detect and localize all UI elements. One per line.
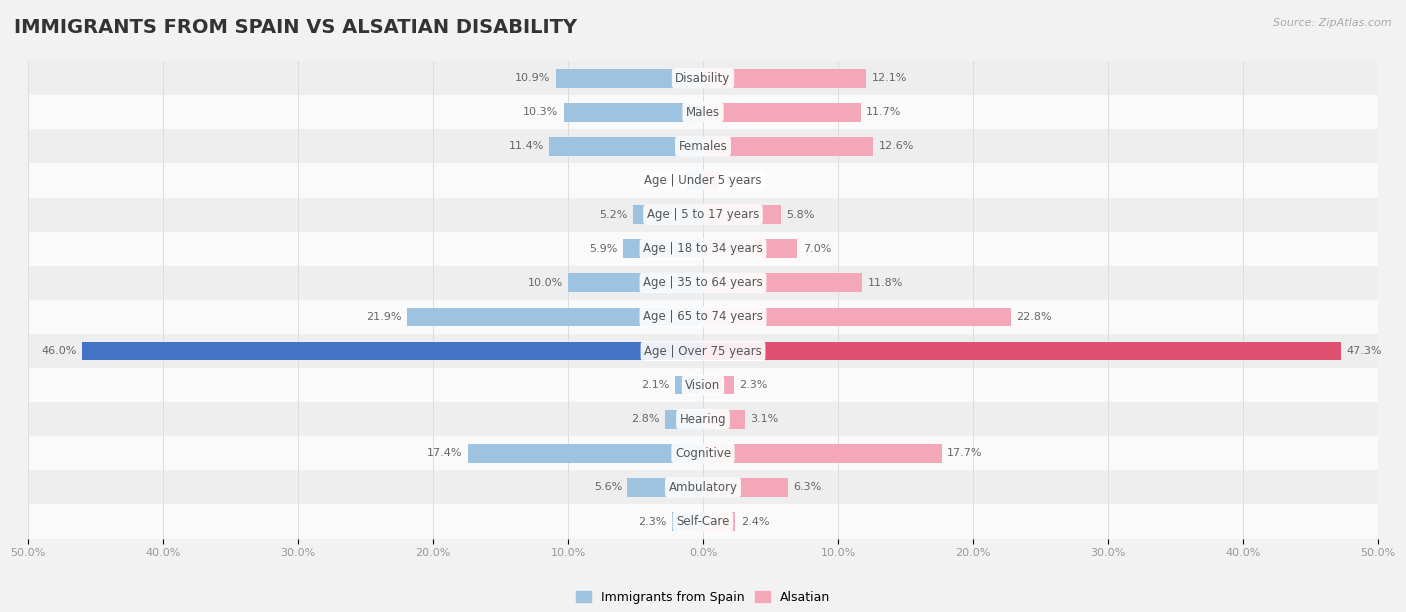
Bar <box>555 69 703 88</box>
Bar <box>703 205 782 224</box>
Text: Cognitive: Cognitive <box>675 447 731 460</box>
Bar <box>672 512 703 531</box>
Bar <box>703 341 1341 360</box>
Bar <box>28 61 1378 95</box>
Text: 10.0%: 10.0% <box>527 278 562 288</box>
Text: 2.4%: 2.4% <box>741 517 769 526</box>
Text: Self-Care: Self-Care <box>676 515 730 528</box>
Bar <box>28 368 1378 402</box>
Text: Females: Females <box>679 140 727 153</box>
Text: Age | 35 to 64 years: Age | 35 to 64 years <box>643 277 763 289</box>
Bar <box>550 137 703 156</box>
Text: 11.7%: 11.7% <box>866 107 901 118</box>
Text: IMMIGRANTS FROM SPAIN VS ALSATIAN DISABILITY: IMMIGRANTS FROM SPAIN VS ALSATIAN DISABI… <box>14 18 578 37</box>
Text: 2.1%: 2.1% <box>641 380 669 390</box>
Text: 5.2%: 5.2% <box>599 210 627 220</box>
Text: 5.6%: 5.6% <box>593 482 621 493</box>
Bar <box>28 95 1378 129</box>
Text: 2.3%: 2.3% <box>638 517 666 526</box>
Text: Source: ZipAtlas.com: Source: ZipAtlas.com <box>1274 18 1392 28</box>
Bar <box>703 512 735 531</box>
Bar <box>703 410 745 428</box>
Bar <box>468 444 703 463</box>
Text: Age | 18 to 34 years: Age | 18 to 34 years <box>643 242 763 255</box>
Bar <box>28 163 1378 198</box>
Bar <box>627 478 703 497</box>
Text: 3.1%: 3.1% <box>751 414 779 424</box>
Bar <box>703 171 720 190</box>
Text: 17.4%: 17.4% <box>427 449 463 458</box>
Bar <box>28 266 1378 300</box>
Bar <box>623 239 703 258</box>
Text: 5.9%: 5.9% <box>589 244 619 254</box>
Text: Hearing: Hearing <box>679 412 727 426</box>
Text: Vision: Vision <box>685 379 721 392</box>
Bar <box>665 410 703 428</box>
Text: 7.0%: 7.0% <box>803 244 831 254</box>
Text: 22.8%: 22.8% <box>1017 312 1052 322</box>
Text: 12.1%: 12.1% <box>872 73 907 83</box>
Bar <box>28 300 1378 334</box>
Bar <box>28 232 1378 266</box>
Bar <box>703 274 862 292</box>
Bar <box>28 334 1378 368</box>
Text: 2.8%: 2.8% <box>631 414 659 424</box>
Bar <box>408 308 703 326</box>
Bar <box>82 341 703 360</box>
Text: 5.8%: 5.8% <box>787 210 815 220</box>
Bar <box>28 471 1378 504</box>
Text: Ambulatory: Ambulatory <box>668 481 738 494</box>
Text: 11.8%: 11.8% <box>868 278 903 288</box>
Text: 17.7%: 17.7% <box>948 449 983 458</box>
Bar <box>703 308 1011 326</box>
Text: 6.3%: 6.3% <box>793 482 821 493</box>
Bar <box>703 239 797 258</box>
Legend: Immigrants from Spain, Alsatian: Immigrants from Spain, Alsatian <box>571 586 835 609</box>
Text: 10.9%: 10.9% <box>515 73 551 83</box>
Text: Disability: Disability <box>675 72 731 84</box>
Text: 12.6%: 12.6% <box>879 141 914 151</box>
Bar <box>28 504 1378 539</box>
Bar <box>568 274 703 292</box>
Text: 1.2%: 1.2% <box>652 176 682 185</box>
Bar <box>28 402 1378 436</box>
Bar <box>675 376 703 395</box>
Bar <box>28 436 1378 471</box>
Bar <box>28 198 1378 232</box>
Bar <box>633 205 703 224</box>
Text: 10.3%: 10.3% <box>523 107 558 118</box>
Bar <box>564 103 703 122</box>
Text: 47.3%: 47.3% <box>1347 346 1382 356</box>
Text: 2.3%: 2.3% <box>740 380 768 390</box>
Bar <box>703 444 942 463</box>
Text: Age | Under 5 years: Age | Under 5 years <box>644 174 762 187</box>
Text: 1.2%: 1.2% <box>724 176 754 185</box>
Text: Males: Males <box>686 106 720 119</box>
Bar <box>28 129 1378 163</box>
Bar <box>703 103 860 122</box>
Text: Age | 5 to 17 years: Age | 5 to 17 years <box>647 208 759 221</box>
Bar <box>703 376 734 395</box>
Bar <box>703 478 787 497</box>
Text: 46.0%: 46.0% <box>41 346 77 356</box>
Text: 21.9%: 21.9% <box>367 312 402 322</box>
Bar <box>686 171 703 190</box>
Text: 11.4%: 11.4% <box>509 141 544 151</box>
Text: Age | 65 to 74 years: Age | 65 to 74 years <box>643 310 763 323</box>
Bar <box>703 69 866 88</box>
Text: Age | Over 75 years: Age | Over 75 years <box>644 345 762 357</box>
Bar <box>703 137 873 156</box>
